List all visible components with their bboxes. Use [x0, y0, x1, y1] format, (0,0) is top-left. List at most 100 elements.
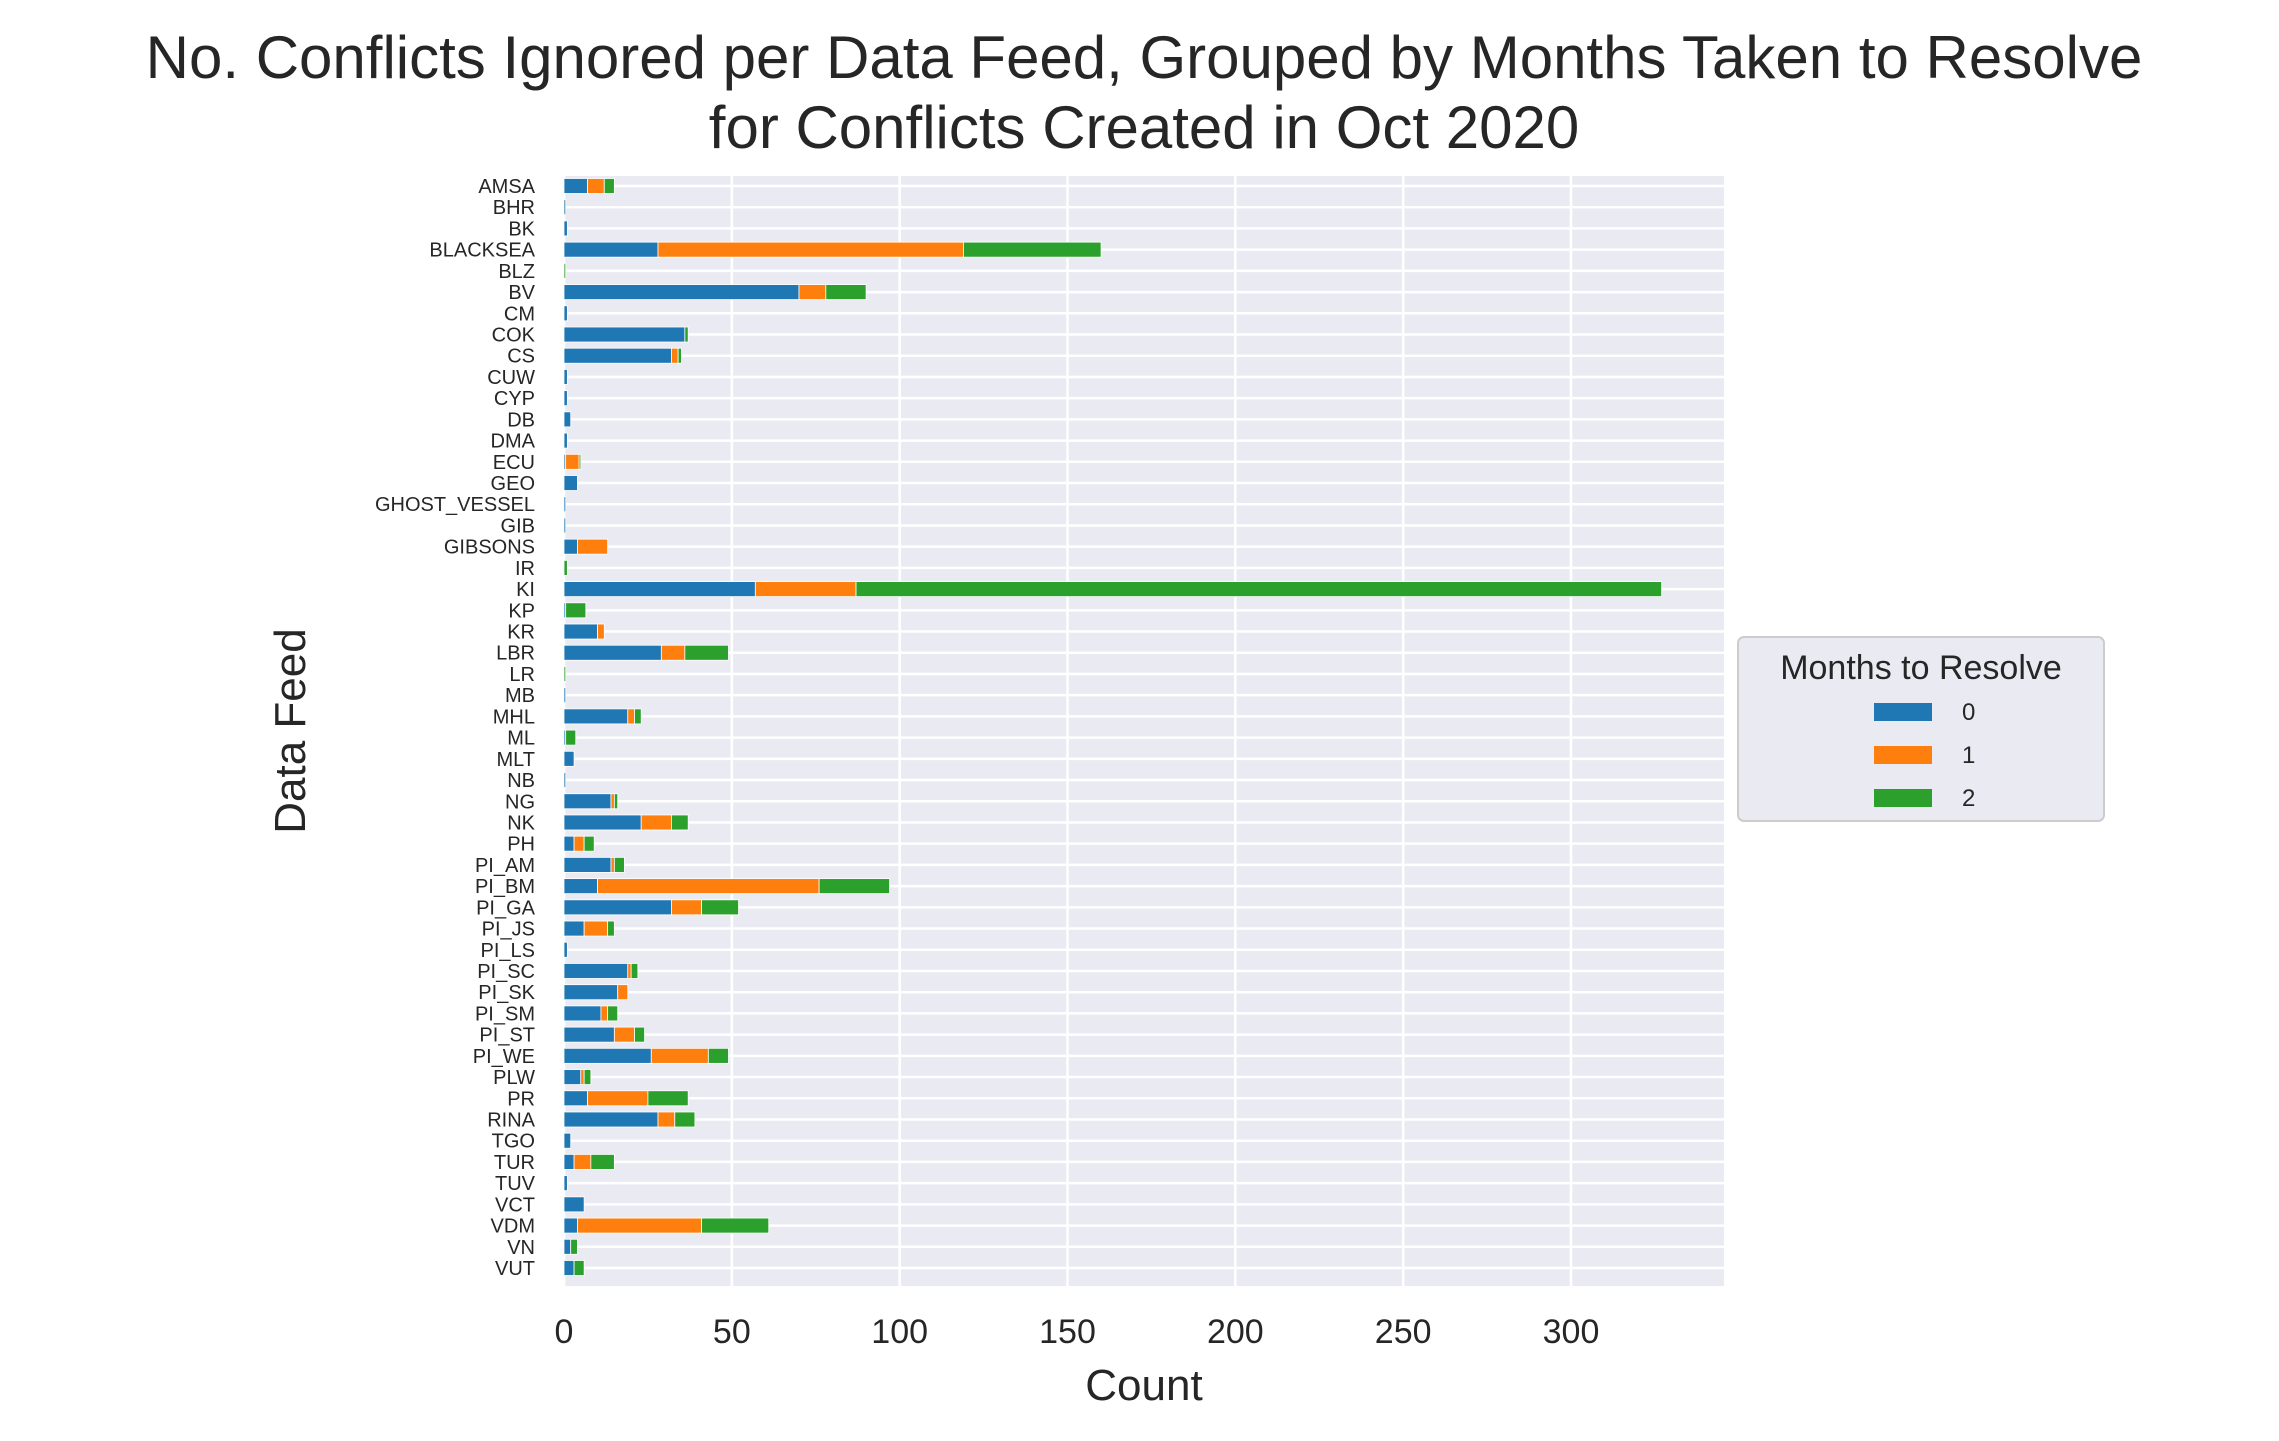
- bar-segment-pi_sc-2: [630, 963, 639, 979]
- bar-segment-ph-0: [563, 835, 575, 852]
- bar-segment-blacksea-0: [563, 241, 659, 258]
- y-tick-label: BLZ: [498, 261, 535, 283]
- y-tick-label: BK: [508, 218, 535, 240]
- bar-segment-rina-1: [657, 1111, 676, 1128]
- bar-segment-pi_st-0: [563, 1026, 615, 1043]
- bar-segment-vut-2: [573, 1260, 585, 1276]
- bar-segment-plw-2: [583, 1069, 592, 1085]
- y-tick-label: TUR: [494, 1152, 535, 1174]
- y-tick-labels: AMSABHRBKBLACKSEABLZBVCMCOKCSCUWCYPDBDMA…: [375, 176, 536, 1280]
- y-tick-label: TUV: [495, 1173, 536, 1195]
- bar-segment-bv-2: [825, 284, 867, 300]
- legend-swatch-0: [1874, 703, 1932, 721]
- y-tick-label: BHR: [493, 197, 535, 219]
- y-tick-label: PI_SC: [477, 961, 535, 983]
- bar-segment-cs-1: [671, 347, 679, 364]
- bar-segment-nk-1: [640, 814, 672, 831]
- bar-segment-pi_ga-0: [563, 899, 672, 916]
- bar-segment-nk-2: [671, 814, 689, 831]
- bar-segment-plw-1: [580, 1069, 585, 1085]
- bar-segment-pi_am-1: [610, 857, 615, 873]
- x-tick-label: 50: [713, 1313, 751, 1351]
- bar-segment-vct-0: [563, 1196, 585, 1213]
- bar-segment-ki-2: [855, 581, 1663, 597]
- bar-segment-ng-1: [610, 793, 615, 810]
- bar-segment-bk-0: [563, 220, 568, 237]
- bar-segment-dma-0: [563, 432, 568, 449]
- bar-segment-pi_am-0: [563, 857, 612, 873]
- bar-segment-gibsons-0: [563, 538, 578, 555]
- bar-segment-blacksea-2: [963, 241, 1102, 258]
- y-tick-label: PI_LS: [481, 940, 535, 962]
- y-tick-label: ML: [507, 728, 535, 750]
- bar-segment-amsa-2: [603, 178, 615, 194]
- y-tick-label: MB: [505, 685, 535, 707]
- x-tick-label: 100: [871, 1313, 928, 1351]
- bar-segment-vut-0: [563, 1260, 575, 1276]
- bar-segment-pi_js-1: [583, 920, 609, 937]
- chart-title-line1: No. Conflicts Ignored per Data Feed, Gro…: [146, 24, 2143, 91]
- bar-segment-cs-2: [677, 347, 682, 364]
- y-tick-label: KP: [508, 600, 535, 622]
- bar-segment-mhl-0: [563, 708, 629, 725]
- bar-segment-cyp-0: [563, 390, 568, 407]
- y-tick-label: PI_WE: [473, 1046, 535, 1068]
- y-tick-label: BV: [508, 282, 535, 304]
- bar-segment-tur-2: [590, 1154, 615, 1170]
- bar-segment-pi_sc-1: [627, 963, 632, 979]
- bar-segment-pr-1: [587, 1090, 649, 1107]
- bar-segment-tuv-0: [563, 1175, 568, 1192]
- bar-segment-blz-2: [563, 262, 567, 279]
- bar-segment-lbr-1: [660, 644, 686, 661]
- y-tick-label: DMA: [491, 431, 536, 453]
- bar-segment-pi_sk-1: [617, 984, 629, 1001]
- bar-segment-pi_st-1: [613, 1026, 635, 1043]
- legend-title: Months to Resolve: [1780, 649, 2062, 687]
- bar-segment-vdm-0: [563, 1217, 578, 1234]
- x-tick-label: 300: [1543, 1313, 1600, 1351]
- bar-segment-cm-0: [563, 305, 568, 322]
- bar-segment-kr-1: [597, 623, 605, 640]
- y-tick-label: PI_JS: [482, 919, 535, 941]
- x-tick-label: 250: [1375, 1313, 1432, 1351]
- bar-segment-mlt-0: [563, 750, 575, 767]
- y-tick-label: CYP: [494, 388, 535, 410]
- legend-swatch-2: [1874, 789, 1932, 807]
- bar-segment-ecu-2: [578, 453, 582, 470]
- bar-segment-vn-0: [563, 1238, 572, 1255]
- bar-segment-pi_sm-0: [563, 1005, 602, 1022]
- y-tick-label: BLACKSEA: [429, 240, 535, 262]
- bar-segment-mb-0: [563, 687, 567, 704]
- bar-segment-pi_we-0: [563, 1047, 652, 1064]
- bar-segment-pi_we-1: [650, 1047, 709, 1064]
- bar-segment-ph-2: [583, 835, 595, 852]
- bar-segment-lbr-0: [563, 644, 662, 661]
- y-tick-label: PH: [507, 834, 535, 856]
- bar-segment-lbr-2: [684, 644, 729, 661]
- bar-segment-cok-2: [684, 326, 689, 343]
- y-tick-label: ECU: [493, 452, 535, 474]
- bar-segment-cuw-0: [563, 369, 568, 385]
- bar-segment-ki-0: [563, 581, 756, 597]
- x-tick-label: 150: [1039, 1313, 1096, 1351]
- bar-segment-ghost_vessel-0: [563, 496, 567, 513]
- y-tick-label: PI_BM: [475, 876, 535, 898]
- legend-label-2: 2: [1962, 785, 1975, 812]
- bar-segment-rina-2: [674, 1111, 696, 1128]
- plot-area: [564, 176, 1724, 1286]
- y-tick-label: VN: [507, 1237, 535, 1259]
- chart-title-line2: for Conflicts Created in Oct 2020: [709, 94, 1579, 161]
- bar-segment-bv-1: [798, 284, 827, 300]
- bar-segment-nb-0: [563, 772, 567, 788]
- bar-segment-bv-0: [563, 284, 800, 300]
- bar-segment-pi_js-2: [607, 920, 615, 937]
- bar-segment-gibsons-1: [577, 538, 609, 555]
- x-axis-label: Count: [1085, 1361, 1202, 1410]
- y-tick-label: GIB: [501, 515, 535, 537]
- y-tick-label: PR: [507, 1088, 535, 1110]
- bar-segment-lr-2: [563, 666, 567, 682]
- bar-stacks: [563, 178, 1663, 1276]
- bar-segment-plw-0: [563, 1069, 582, 1085]
- y-tick-label: NG: [505, 791, 535, 813]
